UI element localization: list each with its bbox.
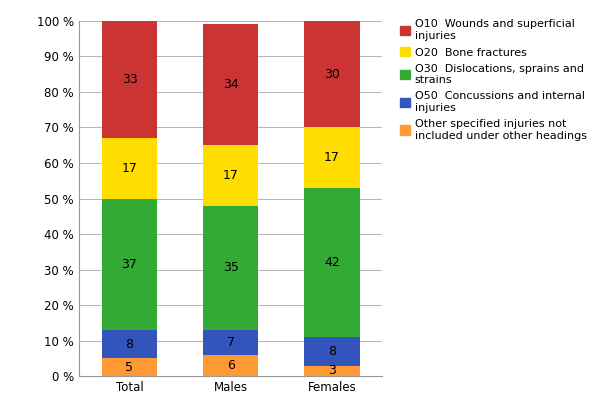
Bar bbox=[304, 365, 359, 376]
Text: 3: 3 bbox=[328, 364, 336, 377]
Bar bbox=[203, 145, 259, 206]
Bar bbox=[203, 355, 259, 376]
Bar bbox=[102, 21, 157, 138]
Text: 30: 30 bbox=[324, 68, 340, 81]
Bar bbox=[102, 199, 157, 330]
Text: 42: 42 bbox=[324, 256, 340, 269]
Bar bbox=[203, 330, 259, 355]
Text: 33: 33 bbox=[121, 73, 137, 86]
Legend: O10  Wounds and superficial
injuries, O20  Bone fractures, O30  Dislocations, sp: O10 Wounds and superficial injuries, O20… bbox=[400, 19, 586, 140]
Bar bbox=[102, 330, 157, 359]
Text: 17: 17 bbox=[121, 162, 137, 175]
Bar bbox=[203, 25, 259, 145]
Text: 17: 17 bbox=[223, 169, 239, 182]
Bar bbox=[304, 21, 359, 127]
Text: 5: 5 bbox=[126, 361, 134, 374]
Text: 17: 17 bbox=[324, 151, 340, 164]
Bar bbox=[304, 127, 359, 188]
Bar bbox=[102, 359, 157, 376]
Text: 37: 37 bbox=[121, 258, 137, 271]
Text: 8: 8 bbox=[126, 338, 134, 351]
Text: 8: 8 bbox=[328, 345, 336, 358]
Bar bbox=[304, 188, 359, 337]
Bar bbox=[304, 337, 359, 365]
Bar bbox=[102, 138, 157, 199]
Bar bbox=[203, 206, 259, 330]
Text: 6: 6 bbox=[227, 359, 234, 372]
Text: 7: 7 bbox=[226, 336, 235, 349]
Text: 34: 34 bbox=[223, 78, 239, 92]
Text: 35: 35 bbox=[223, 261, 239, 274]
